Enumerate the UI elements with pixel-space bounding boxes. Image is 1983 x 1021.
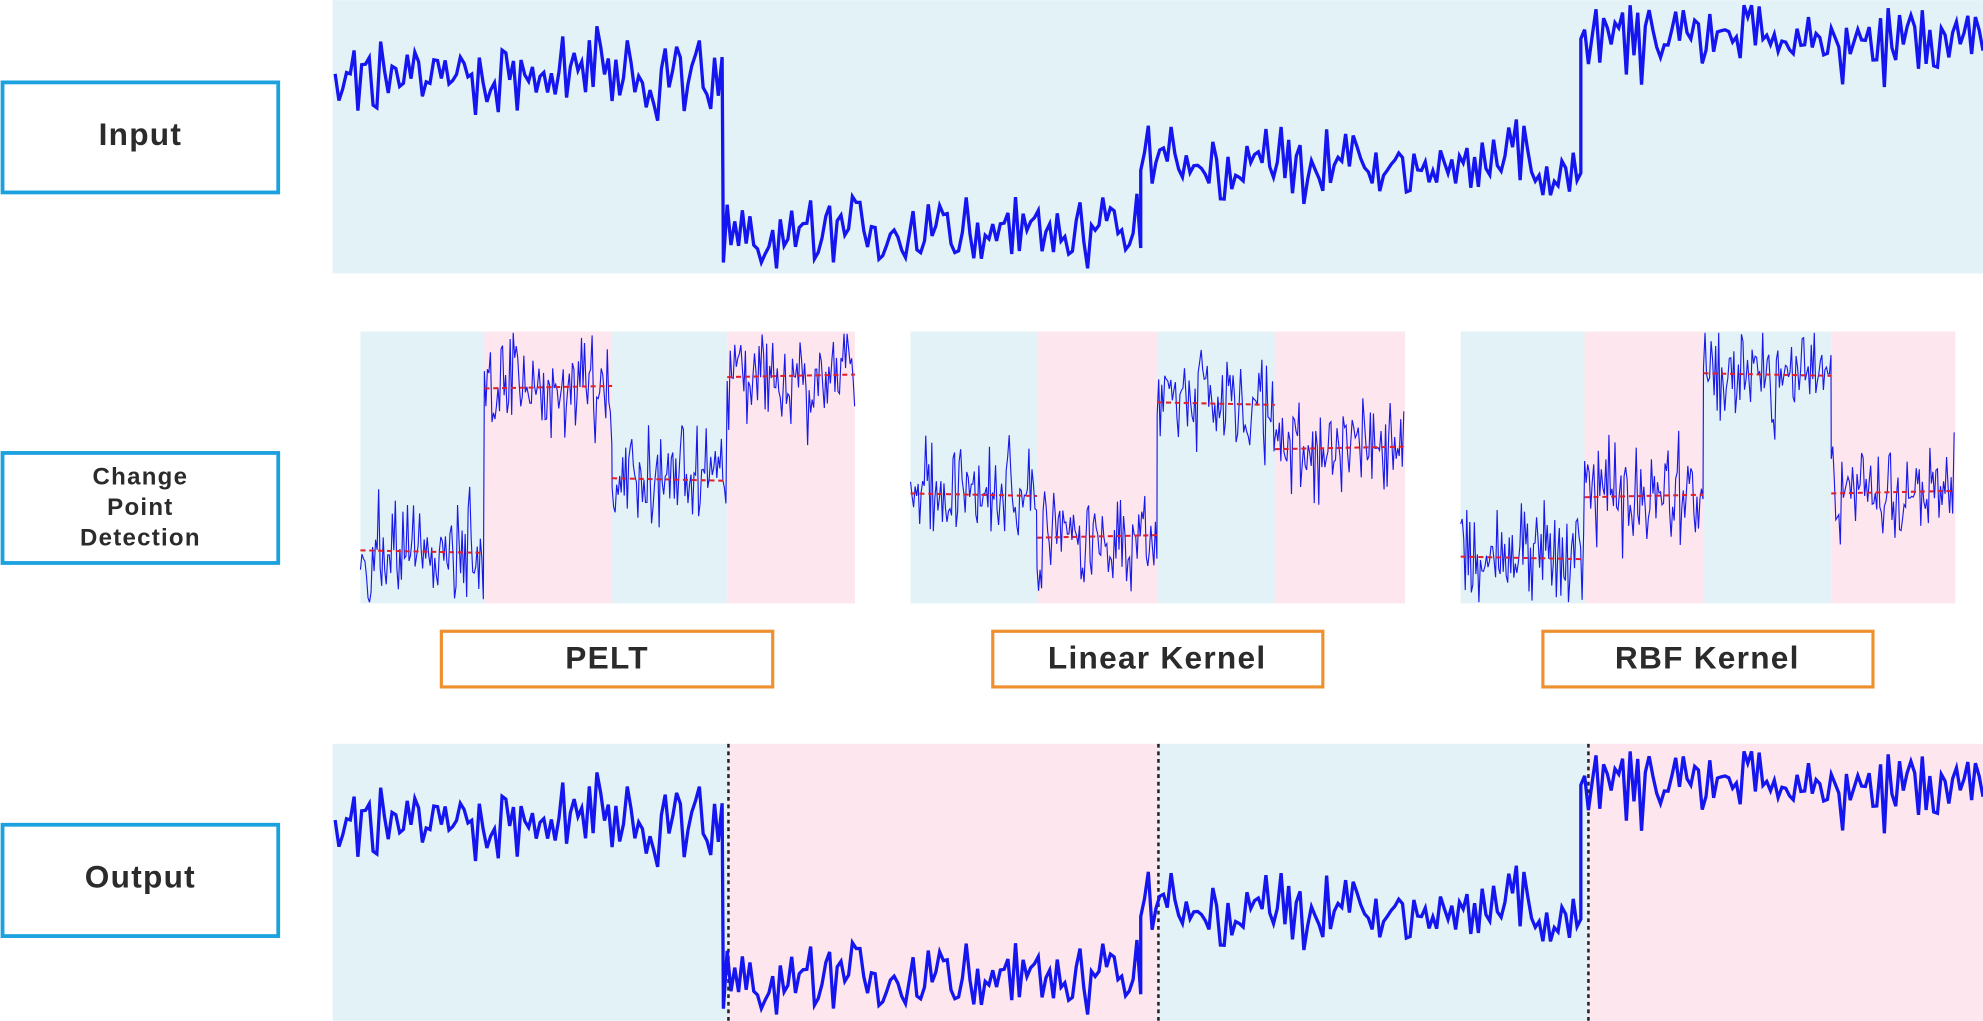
mean-line xyxy=(1460,555,1585,561)
detection-box xyxy=(0,451,281,565)
signal-line xyxy=(333,4,1983,269)
output-box xyxy=(0,822,281,938)
mean-line xyxy=(1274,445,1406,451)
mean-line xyxy=(727,373,855,379)
output-segment xyxy=(332,743,729,1021)
output-label: Output xyxy=(85,858,196,894)
method-panels xyxy=(359,331,1956,604)
mean-line xyxy=(1584,493,1704,499)
mean-line xyxy=(1037,534,1158,539)
mean-line xyxy=(1703,372,1832,377)
segment xyxy=(612,331,728,604)
method-label: RBF Kernel xyxy=(1615,640,1800,676)
input-box xyxy=(0,80,281,195)
input-panel xyxy=(332,0,1983,274)
segment xyxy=(1584,331,1704,604)
signal-line xyxy=(1460,332,1955,603)
segment xyxy=(1831,331,1956,604)
mean-line xyxy=(1831,489,1956,495)
mean-line xyxy=(484,384,613,390)
detection-label: Change xyxy=(93,464,189,491)
signal-line xyxy=(333,750,1983,1015)
method-label: PELT xyxy=(565,640,649,676)
segment xyxy=(910,331,1038,604)
segment xyxy=(1157,331,1275,604)
mean-line xyxy=(910,492,1038,497)
method-label: Linear Kernel xyxy=(1048,640,1266,676)
method-box xyxy=(991,629,1325,689)
segment xyxy=(1037,331,1158,604)
detection-label: Point xyxy=(107,494,173,521)
mean-line xyxy=(360,549,485,554)
mean-line xyxy=(1157,401,1275,406)
input-signal xyxy=(333,4,1983,269)
method-box xyxy=(1541,629,1875,689)
input-label: Input xyxy=(99,116,183,152)
method-box xyxy=(439,629,775,689)
segment xyxy=(1274,331,1406,604)
detection-label: Detection xyxy=(80,524,201,551)
output-signal xyxy=(333,750,1983,1015)
mean-line xyxy=(612,477,728,482)
